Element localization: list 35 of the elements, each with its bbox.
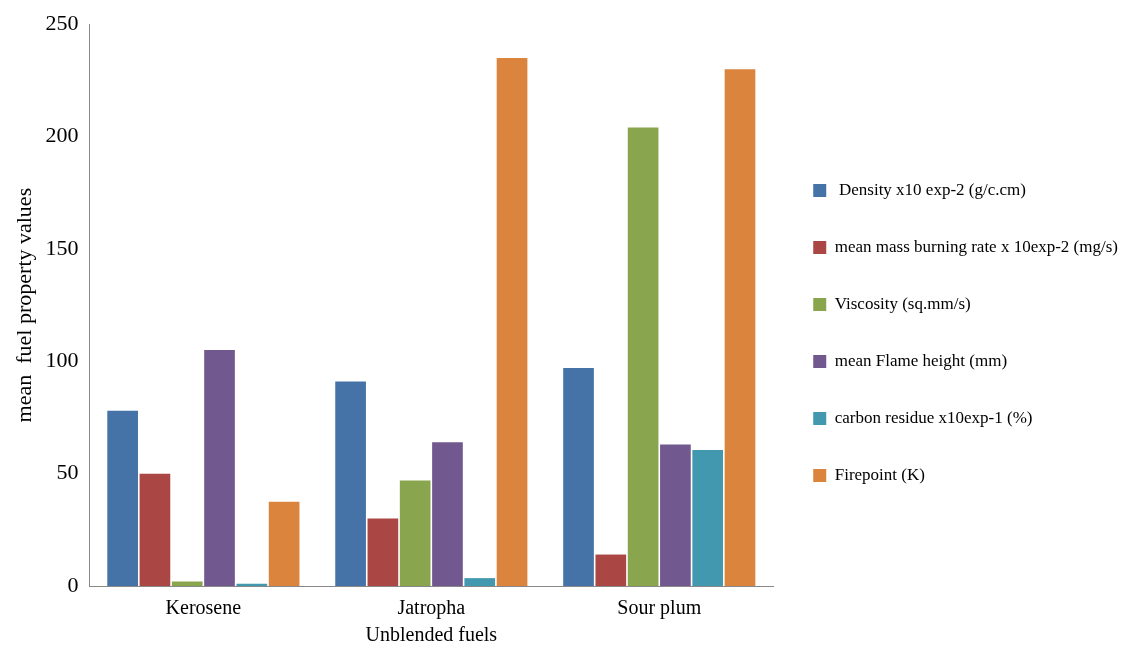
y-tick-label: 150 — [45, 234, 79, 260]
bar — [367, 518, 399, 586]
bar — [107, 410, 138, 586]
legend-label: mean Flame height (mm) — [834, 350, 1008, 370]
bar — [268, 501, 300, 586]
x-tick-label: Jatropha — [397, 596, 466, 620]
y-axis-title: mean fuel property values — [10, 187, 36, 423]
bar — [335, 381, 366, 586]
bar — [139, 473, 171, 586]
y-tick-label: 100 — [45, 347, 79, 373]
bar — [595, 554, 627, 586]
legend-label: carbon residue x10exp-1 (%) — [834, 407, 1033, 427]
bar — [660, 444, 691, 586]
bar — [432, 442, 463, 586]
bar — [399, 480, 431, 586]
bar — [563, 368, 594, 586]
y-tick-label: 50 — [56, 459, 79, 485]
y-tick-label: 200 — [45, 122, 79, 148]
bar — [204, 350, 235, 586]
bar — [171, 581, 203, 586]
legend-label: Density x10 exp-2 (g/c.cm) — [834, 179, 1026, 199]
x-tick-label: Sour plum — [617, 596, 702, 620]
bar — [724, 69, 756, 586]
y-tick-label: 0 — [67, 571, 79, 597]
y-tick-label: 250 — [45, 9, 79, 35]
legend-label: Firepoint (K) — [834, 464, 925, 484]
bar — [464, 578, 496, 586]
bar — [236, 583, 268, 586]
bar — [692, 450, 724, 586]
x-tick-label: Kerosene — [165, 596, 242, 619]
bar — [496, 57, 528, 586]
bar — [627, 127, 659, 586]
x-axis-title: Unblended fuels — [365, 623, 498, 646]
legend-label: Viscosity (sq.mm/s) — [834, 293, 971, 313]
legend-label: mean mass burning rate x 10exp-2 (mg/s) — [834, 236, 1118, 256]
